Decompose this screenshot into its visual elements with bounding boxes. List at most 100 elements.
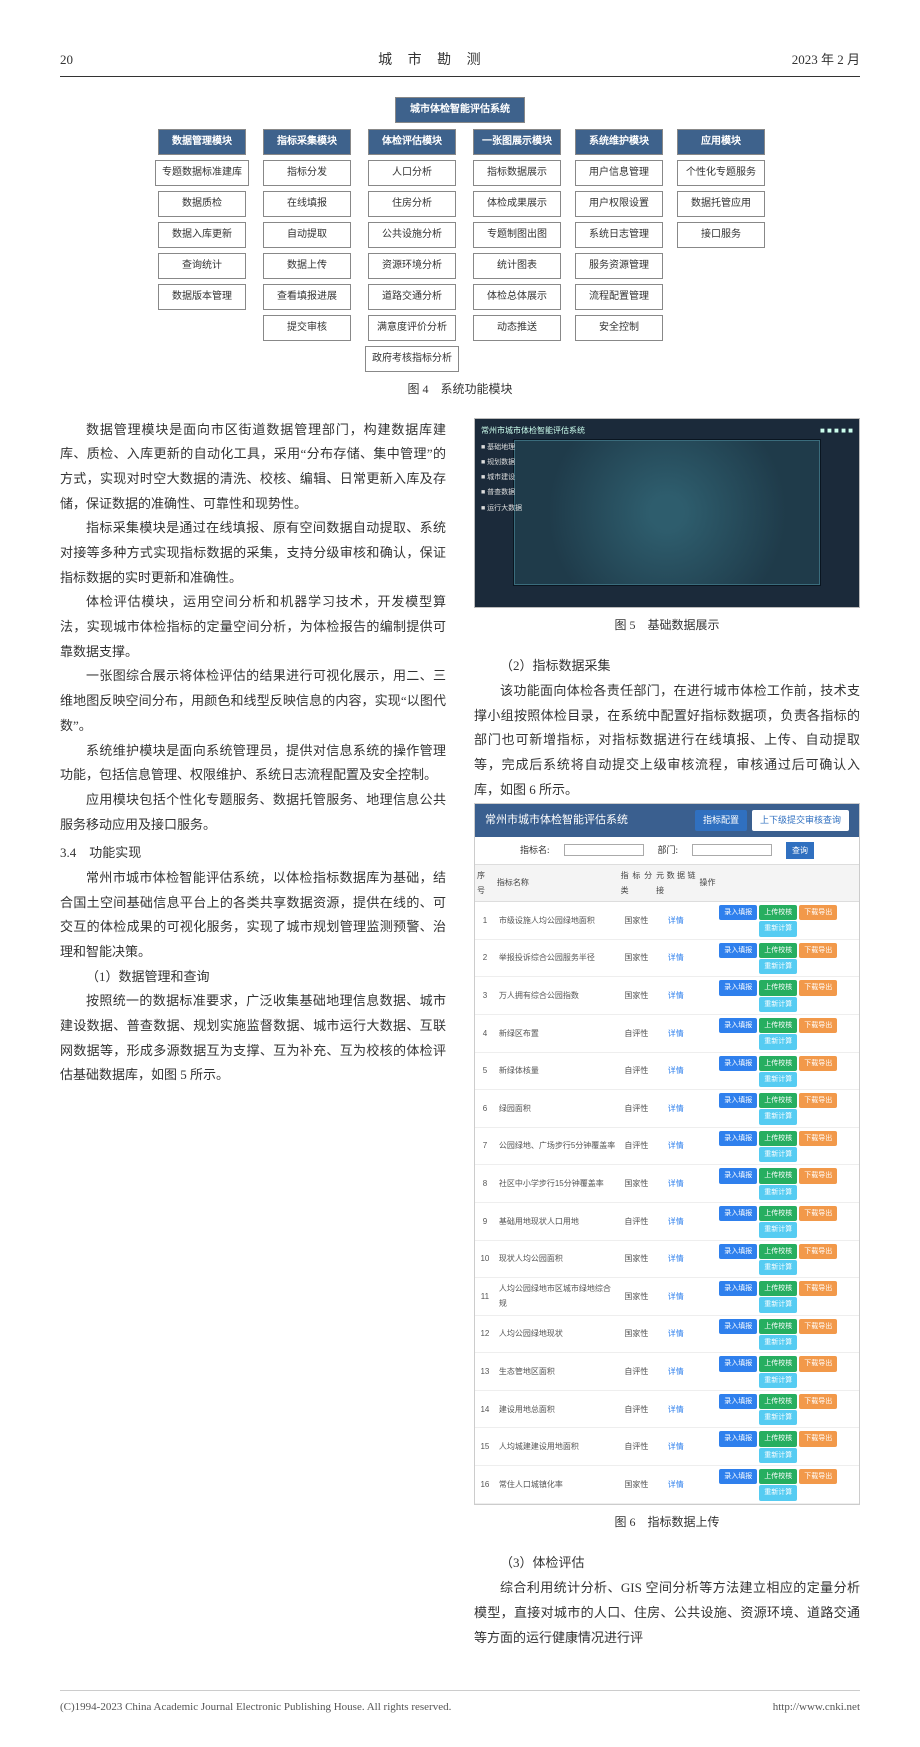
- op-pill[interactable]: 录入填报: [719, 1394, 757, 1409]
- cell-link[interactable]: 详情: [654, 977, 697, 1015]
- op-pill[interactable]: 下载导出: [799, 1319, 837, 1334]
- op-pill[interactable]: 上传校核: [759, 1168, 797, 1183]
- op-pill[interactable]: 重新计算: [759, 1185, 797, 1200]
- cell-index: 1: [475, 902, 495, 940]
- op-pill[interactable]: 重新计算: [759, 1260, 797, 1275]
- op-pill[interactable]: 下载导出: [799, 1281, 837, 1296]
- op-pill[interactable]: 录入填报: [719, 943, 757, 958]
- op-pill[interactable]: 重新计算: [759, 1222, 797, 1237]
- op-pill[interactable]: 录入填报: [719, 1131, 757, 1146]
- op-pill[interactable]: 重新计算: [759, 1448, 797, 1463]
- op-pill[interactable]: 录入填报: [719, 1093, 757, 1108]
- op-pill[interactable]: 录入填报: [719, 1168, 757, 1183]
- tab-submit-review[interactable]: 上下级提交审核查询: [752, 810, 849, 831]
- op-pill[interactable]: 下载导出: [799, 1018, 837, 1033]
- op-pill[interactable]: 上传校核: [759, 1056, 797, 1071]
- op-pill[interactable]: 下载导出: [799, 1206, 837, 1221]
- figure6-tabs: 指标配置 上下级提交审核查询: [695, 810, 849, 831]
- cell-link[interactable]: 详情: [654, 1202, 697, 1240]
- tree-leaf: 指标分发: [263, 160, 351, 186]
- cell-ops: 录入填报上传校核下载导出重新计算: [697, 1390, 859, 1428]
- op-pill[interactable]: 下载导出: [799, 1394, 837, 1409]
- journal-title: 城 市 勘 测: [378, 50, 487, 72]
- op-pill[interactable]: 录入填报: [719, 1018, 757, 1033]
- op-pill[interactable]: 录入填报: [719, 1244, 757, 1259]
- op-pill[interactable]: 下载导出: [799, 980, 837, 995]
- op-pill[interactable]: 上传校核: [759, 1018, 797, 1033]
- op-pill[interactable]: 下载导出: [799, 1168, 837, 1183]
- op-pill[interactable]: 录入填报: [719, 1431, 757, 1446]
- op-pill[interactable]: 重新计算: [759, 1109, 797, 1124]
- op-pill[interactable]: 上传校核: [759, 1206, 797, 1221]
- op-pill[interactable]: 重新计算: [759, 1410, 797, 1425]
- tree-column: 数据管理模块专题数据标准建库数据质检数据入库更新查询统计数据版本管理: [155, 129, 249, 372]
- cell-name: 万人拥有综合公园指数: [495, 977, 619, 1015]
- body-paragraph: （2）指标数据采集: [474, 654, 860, 679]
- op-pill[interactable]: 重新计算: [759, 1373, 797, 1388]
- cell-link[interactable]: 详情: [654, 1090, 697, 1128]
- op-pill[interactable]: 上传校核: [759, 905, 797, 920]
- map-legend-item: ■ 运行大数据: [481, 502, 522, 515]
- op-pill[interactable]: 上传校核: [759, 1131, 797, 1146]
- op-pill[interactable]: 重新计算: [759, 1485, 797, 1500]
- cell-link[interactable]: 详情: [654, 1390, 697, 1428]
- op-pill[interactable]: 上传校核: [759, 1431, 797, 1446]
- cell-link[interactable]: 详情: [654, 1127, 697, 1165]
- op-pill[interactable]: 重新计算: [759, 1147, 797, 1162]
- cell-link[interactable]: 详情: [654, 1278, 697, 1316]
- cell-link[interactable]: 详情: [654, 1165, 697, 1203]
- cell-link[interactable]: 详情: [654, 1466, 697, 1504]
- op-pill[interactable]: 下载导出: [799, 1093, 837, 1108]
- cell-link[interactable]: 详情: [654, 1428, 697, 1466]
- op-pill[interactable]: 上传校核: [759, 1281, 797, 1296]
- op-pill[interactable]: 下载导出: [799, 905, 837, 920]
- op-pill[interactable]: 下载导出: [799, 1356, 837, 1371]
- op-pill[interactable]: 上传校核: [759, 1356, 797, 1371]
- op-pill[interactable]: 重新计算: [759, 1034, 797, 1049]
- cell-link[interactable]: 详情: [654, 1014, 697, 1052]
- cell-link[interactable]: 详情: [654, 1353, 697, 1391]
- tab-config[interactable]: 指标配置: [695, 810, 747, 831]
- op-pill[interactable]: 录入填报: [719, 1469, 757, 1484]
- op-pill[interactable]: 录入填报: [719, 980, 757, 995]
- op-pill[interactable]: 重新计算: [759, 1072, 797, 1087]
- op-pill[interactable]: 重新计算: [759, 1335, 797, 1350]
- search-input-name[interactable]: [564, 844, 644, 856]
- figure4-diagram: 城市体检智能评估系统 数据管理模块专题数据标准建库数据质检数据入库更新查询统计数…: [60, 97, 860, 372]
- cell-link[interactable]: 详情: [654, 939, 697, 977]
- cell-link[interactable]: 详情: [654, 1315, 697, 1353]
- op-pill[interactable]: 下载导出: [799, 1056, 837, 1071]
- op-pill[interactable]: 重新计算: [759, 1297, 797, 1312]
- op-pill[interactable]: 上传校核: [759, 1394, 797, 1409]
- op-pill[interactable]: 下载导出: [799, 1131, 837, 1146]
- op-pill[interactable]: 录入填报: [719, 1281, 757, 1296]
- tree-leaf: 资源环境分析: [368, 253, 456, 279]
- cell-name: 人均城建建设用地面积: [495, 1428, 619, 1466]
- op-pill[interactable]: 上传校核: [759, 1244, 797, 1259]
- search-input-dept[interactable]: [692, 844, 772, 856]
- op-pill[interactable]: 下载导出: [799, 1244, 837, 1259]
- op-pill[interactable]: 重新计算: [759, 921, 797, 936]
- op-pill[interactable]: 录入填报: [719, 1056, 757, 1071]
- op-pill[interactable]: 录入填报: [719, 1206, 757, 1221]
- search-button[interactable]: 查询: [786, 842, 814, 859]
- cell-link[interactable]: 详情: [654, 1052, 697, 1090]
- op-pill[interactable]: 上传校核: [759, 980, 797, 995]
- op-pill[interactable]: 上传校核: [759, 1319, 797, 1334]
- op-pill[interactable]: 上传校核: [759, 1469, 797, 1484]
- tree-leaf: 数据质检: [158, 191, 246, 217]
- op-pill[interactable]: 重新计算: [759, 997, 797, 1012]
- cell-link[interactable]: 详情: [654, 902, 697, 940]
- op-pill[interactable]: 上传校核: [759, 1093, 797, 1108]
- table-row: 13生态管地区面积自评性详情录入填报上传校核下载导出重新计算: [475, 1353, 859, 1391]
- op-pill[interactable]: 上传校核: [759, 943, 797, 958]
- op-pill[interactable]: 下载导出: [799, 1469, 837, 1484]
- cell-type: 国家性: [619, 1240, 654, 1278]
- op-pill[interactable]: 录入填报: [719, 1319, 757, 1334]
- op-pill[interactable]: 下载导出: [799, 943, 837, 958]
- op-pill[interactable]: 下载导出: [799, 1431, 837, 1446]
- op-pill[interactable]: 录入填报: [719, 905, 757, 920]
- op-pill[interactable]: 录入填报: [719, 1356, 757, 1371]
- op-pill[interactable]: 重新计算: [759, 959, 797, 974]
- cell-link[interactable]: 详情: [654, 1240, 697, 1278]
